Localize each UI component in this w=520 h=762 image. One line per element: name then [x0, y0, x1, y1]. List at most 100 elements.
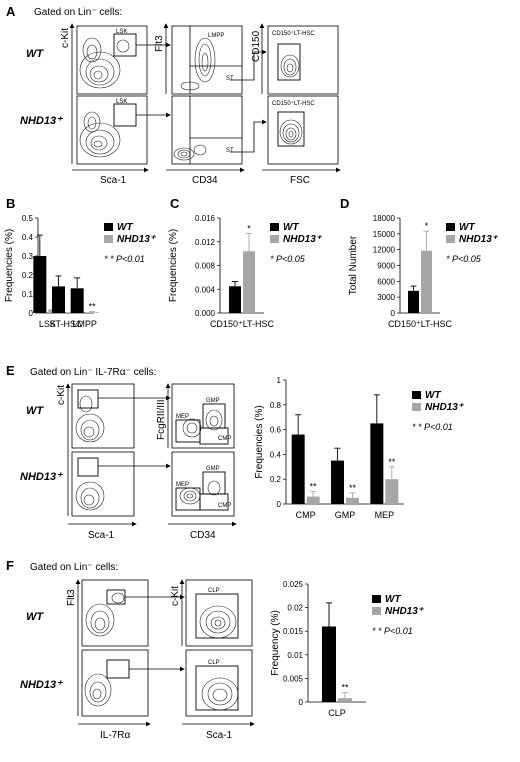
bar-wt: [291, 434, 305, 504]
axis-label-fcgr-e: FcgRII/III: [156, 399, 167, 440]
panel-b-label: B: [6, 196, 15, 211]
flow-plot-a-nhd13-lsk: [76, 95, 148, 165]
bar-wt: [370, 423, 384, 504]
gate-label-mep-wt: MEP: [176, 414, 189, 420]
contour-lines-a-nhd13-lsk: [79, 111, 121, 158]
contour-lines-a-wt-hsc: [280, 54, 300, 78]
flow-plot-e-wt-prog: [171, 383, 235, 449]
panel-a-genotype-wt: WT: [26, 48, 44, 60]
panel-f-genotype-wt: WT: [26, 611, 44, 623]
category-label: CD150⁺LT-HSC: [388, 319, 453, 329]
legend-swatch-nhd13: [270, 235, 279, 243]
gate-label-lt-hsc-nhd13: CD150⁺LT-HSC: [272, 100, 315, 107]
significance-marker: **: [89, 302, 97, 312]
category-label: CLP: [328, 708, 346, 718]
category-label: LSK: [39, 319, 56, 329]
flow-plot-a-wt-lmpp: [171, 25, 243, 95]
gate-cmp-wt: [199, 427, 229, 445]
contour-lines-a-wt-lmpp: [180, 37, 216, 91]
bar-wt: [331, 460, 344, 504]
legend-label-nhd13: NHD13⁺: [385, 606, 425, 617]
panel-e-genotype-wt: WT: [26, 405, 44, 417]
axis-label-sca1-a: Sca-1: [100, 175, 127, 186]
contour-lines-e-wt-lk: [75, 395, 105, 443]
legend-label-wt: WT: [459, 222, 475, 233]
contour-lines-f-wt-flt3: [85, 592, 125, 637]
contour-lines-a-nhd13-hsc: [279, 119, 303, 145]
gate-flt3-wt: [106, 589, 126, 605]
panel-d-chart: D 0 3000 6000 9000 12000 15000 18000 Total Numb…: [340, 196, 499, 329]
gate-lt-hsc-wt: [277, 43, 301, 81]
y-tick-label: 0: [277, 500, 282, 509]
flow-plot-f-wt-clp: [185, 579, 253, 647]
y-axis-label: Total Number: [348, 235, 359, 295]
flow-plot-a-wt-hsc: [267, 25, 339, 95]
category-label: MEP: [375, 510, 395, 520]
axis-label-ckit-f: c-Kit: [170, 586, 181, 606]
bar-nhd13: [385, 479, 399, 504]
category-label: CMP: [296, 510, 316, 520]
y-tick-label: 0.005: [283, 674, 304, 683]
axes-a: [69, 23, 341, 173]
category-label: ST-HSC: [49, 319, 83, 329]
gating-arrows-f: [125, 594, 185, 672]
legend-swatch-wt: [412, 391, 421, 399]
bar-wt: [33, 256, 47, 313]
legend-swatch-wt: [104, 223, 113, 231]
panel-a: A Gated on Lin⁻ cells: WT NHD13⁺ LSK LSK: [6, 4, 341, 186]
gate-clp-wt: [195, 593, 239, 639]
y-tick-label: 0.3: [22, 252, 34, 261]
panel-c-chart: C 0.000 0.004 0.008 0.012 0.016 Frequencies (…: [168, 196, 323, 329]
y-tick-label: 0.4: [270, 450, 282, 459]
gate-clp-nhd13: [195, 665, 239, 711]
y-tick-label: 1: [277, 376, 282, 385]
y-tick-label: 0: [29, 309, 34, 318]
legend-swatch-wt: [372, 595, 381, 603]
contour-lines-f-nhd13-clp: [201, 677, 239, 711]
contour-lines-a-wt-lsk: [79, 37, 130, 89]
y-axis-label: Frequencies (%): [254, 405, 265, 478]
axes-e: [65, 383, 237, 527]
y-tick-label: 12000: [373, 246, 396, 255]
gate-label-mep-nhd13: MEP: [176, 482, 189, 488]
p-value-note: * P<0.05: [446, 254, 482, 264]
panel-f-gating-title: Gated on Lin⁻ cells:: [30, 562, 118, 573]
flow-plot-f-nhd13-clp: [185, 649, 253, 717]
legend-swatch-wt: [446, 223, 455, 231]
flow-plot-f-wt-flt3: [81, 579, 149, 647]
gate-lk-wt: [77, 389, 99, 409]
y-tick-label: 9000: [377, 262, 395, 271]
axis-label-il7ra-f: IL-7Rα: [100, 730, 130, 741]
category-label: GMP: [335, 510, 356, 520]
legend-label-nhd13: NHD13⁺: [283, 234, 323, 245]
p-value-note: * * P<0.01: [372, 626, 413, 636]
p-value-note: * * P<0.01: [412, 422, 453, 432]
bar-nhd13: [306, 496, 320, 504]
gate-lt-hsc-nhd13: [277, 111, 305, 147]
y-tick-label: 6000: [377, 277, 395, 286]
gating-arrows-a: [136, 42, 267, 153]
bar-chart-e: 0 0.2 0.4 0.6 0.8 1 Frequencies (%) ** CMP ** GMP *…: [254, 376, 465, 520]
axis-label-ckit-e: c-Kit: [56, 385, 67, 405]
axis-label-flt3-a: Flt3: [154, 35, 165, 52]
axes-f: [75, 579, 255, 727]
legend-swatch-nhd13: [372, 607, 381, 615]
panel-e-gating-title: Gated on Lin⁻ IL-7Rα⁻ cells:: [30, 367, 156, 378]
y-tick-label: 0.8: [270, 401, 282, 410]
y-tick-label: 0.016: [195, 214, 216, 223]
legend-label-nhd13: NHD13⁺: [459, 234, 499, 245]
legend-label-wt: WT: [425, 390, 441, 401]
y-tick-label: 0.2: [270, 475, 282, 484]
panel-e-genotype-nhd13: NHD13⁺: [20, 471, 63, 483]
gating-arrows-e: [98, 395, 171, 469]
bar-wt: [229, 286, 241, 313]
panel-a-genotype-nhd13: NHD13⁺: [20, 115, 63, 127]
bar-chart-d: 0 3000 6000 9000 12000 15000 18000 Total Number…: [348, 214, 499, 329]
significance-marker: *: [425, 221, 429, 231]
y-tick-label: 0: [299, 698, 304, 707]
axis-label-sca1-e: Sca-1: [88, 530, 115, 541]
axis-label-ckit-a: c-Kit: [60, 28, 71, 48]
flow-plot-e-nhd13-lk: [71, 451, 135, 517]
legend-label-wt: WT: [283, 222, 299, 233]
